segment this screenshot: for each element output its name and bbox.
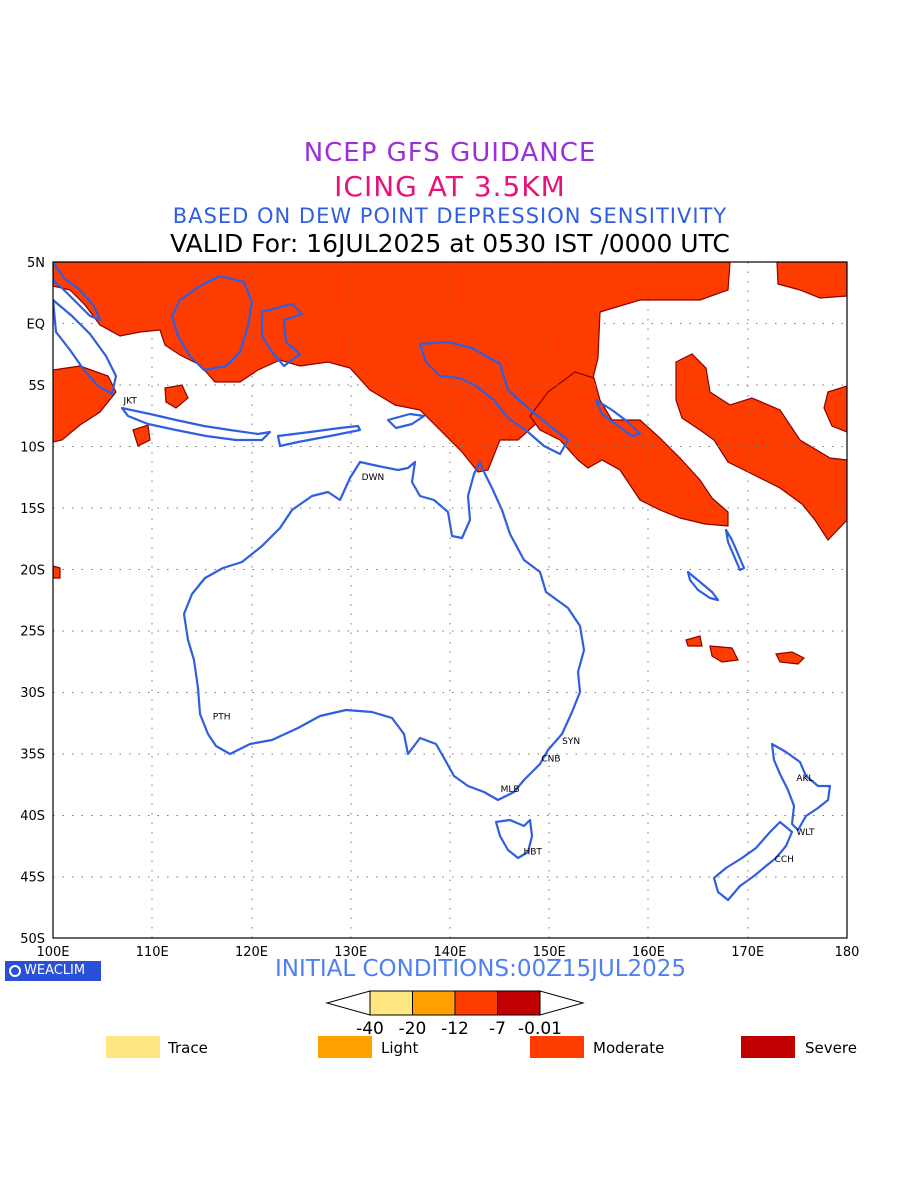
lat-label: 10S (20, 440, 45, 455)
lat-label: 20S (20, 563, 45, 578)
lat-label: EQ (27, 317, 45, 332)
icing-region-java-east (132, 424, 151, 447)
coastlines (53, 262, 832, 902)
coastline-tasmania (494, 818, 534, 860)
icing-region-java-sea (164, 384, 189, 409)
legend-swatch (530, 1036, 584, 1058)
legend-swatch (106, 1036, 160, 1058)
lat-label: 5N (27, 256, 45, 271)
legend-label: Severe (805, 1039, 857, 1057)
city-label: PTH (213, 713, 231, 723)
coastline-borneo (170, 274, 254, 372)
legend-swatch (741, 1036, 795, 1058)
title-line-3: BASED ON DEW POINT DEPRESSION SENSITIVIT… (172, 204, 728, 228)
colorbar-tick-label: -7 (489, 1019, 506, 1039)
title-line-1: NCEP GFS GUIDANCE (303, 138, 597, 168)
coastline-sulawesi (260, 302, 304, 368)
coastline-new-zealand-north (770, 742, 832, 832)
icing-region-indonesia (53, 262, 731, 473)
lon-label: 160E (632, 945, 665, 960)
lat-label: 25S (20, 625, 45, 640)
lon-label: 110E (136, 945, 169, 960)
icing-region-tasman-3 (775, 651, 806, 665)
legend-swatch (318, 1036, 372, 1058)
icing-region-tasman-1 (685, 635, 703, 647)
coastline-java (120, 406, 272, 442)
lat-label: 35S (20, 748, 45, 763)
city-label: HBT (523, 848, 542, 858)
weaclim-logo: WEACLIM (5, 961, 101, 981)
icing-region-tasman-2 (709, 645, 739, 663)
lon-label: 140E (433, 945, 466, 960)
city-label: MLB (501, 785, 520, 795)
coastline-sumatra (53, 298, 118, 396)
coastline-new-guinea (418, 340, 570, 456)
coastline-lesser-sunda (276, 424, 362, 448)
lon-label: 100E (36, 945, 69, 960)
city-label: CNB (541, 754, 560, 764)
coastline-new-zealand-south (712, 820, 794, 902)
icing-region-west-australia-edge (53, 565, 61, 579)
icing-region-far-east (823, 385, 847, 433)
coastline-australia (182, 460, 586, 802)
city-label: CCH (775, 855, 794, 865)
city-label: JKT (122, 397, 137, 407)
lon-label: 180 (835, 945, 860, 960)
lon-label: 130E (334, 945, 367, 960)
colorbar-tick-label: -12 (441, 1019, 469, 1039)
title-line-2: ICING AT 3.5KM (334, 170, 566, 203)
icing-region-pacific-east (776, 262, 847, 299)
initial-conditions: INITIAL CONDITIONS:00Z15JUL2025 (275, 956, 687, 982)
longitude-labels: 100E 110E 120E 130E 140E 150E 160E 170E 180 (36, 945, 859, 960)
legend-label: Moderate (593, 1039, 665, 1057)
title-valid-time: VALID For: 16JUL2025 at 0530 IST /0000 U… (170, 229, 730, 258)
coastline-malay-peninsula (53, 262, 102, 322)
legend-label: Trace (168, 1039, 208, 1057)
coastline-new-caledonia (686, 570, 720, 602)
lon-label: 170E (731, 945, 764, 960)
coastline-solomons (594, 398, 642, 438)
legend-label: Light (381, 1039, 419, 1057)
latitude-labels: 5N EQ 5S 10S 15S 20S 25S 30S 35S 40S 45S 50S (20, 256, 45, 947)
city-label: WLT (796, 828, 815, 838)
lat-label: 30S (20, 686, 45, 701)
icing-regions (53, 262, 847, 665)
lon-label: 120E (235, 945, 268, 960)
city-label: AKL (796, 774, 813, 784)
lat-label: 50S (20, 932, 45, 947)
city-label: SYN (562, 737, 580, 747)
coastline-vanuatu (724, 528, 746, 572)
lat-label: 5S (28, 379, 45, 394)
lat-label: 40S (20, 809, 45, 824)
icing-region-sumatra (53, 365, 117, 443)
logo-ring-icon (9, 965, 21, 977)
coastline-timor (386, 412, 426, 430)
colorbar-tick-label: -20 (399, 1019, 427, 1039)
icing-region-melanesia (529, 371, 729, 527)
map-frame (52, 261, 848, 939)
brand-text: WEACLIM (24, 963, 86, 978)
lat-label: 45S (20, 871, 45, 886)
icing-region-coral-sea (675, 353, 847, 541)
city-label: DWN (362, 473, 385, 483)
lon-label: 150E (533, 945, 566, 960)
lat-label: 15S (20, 502, 45, 517)
